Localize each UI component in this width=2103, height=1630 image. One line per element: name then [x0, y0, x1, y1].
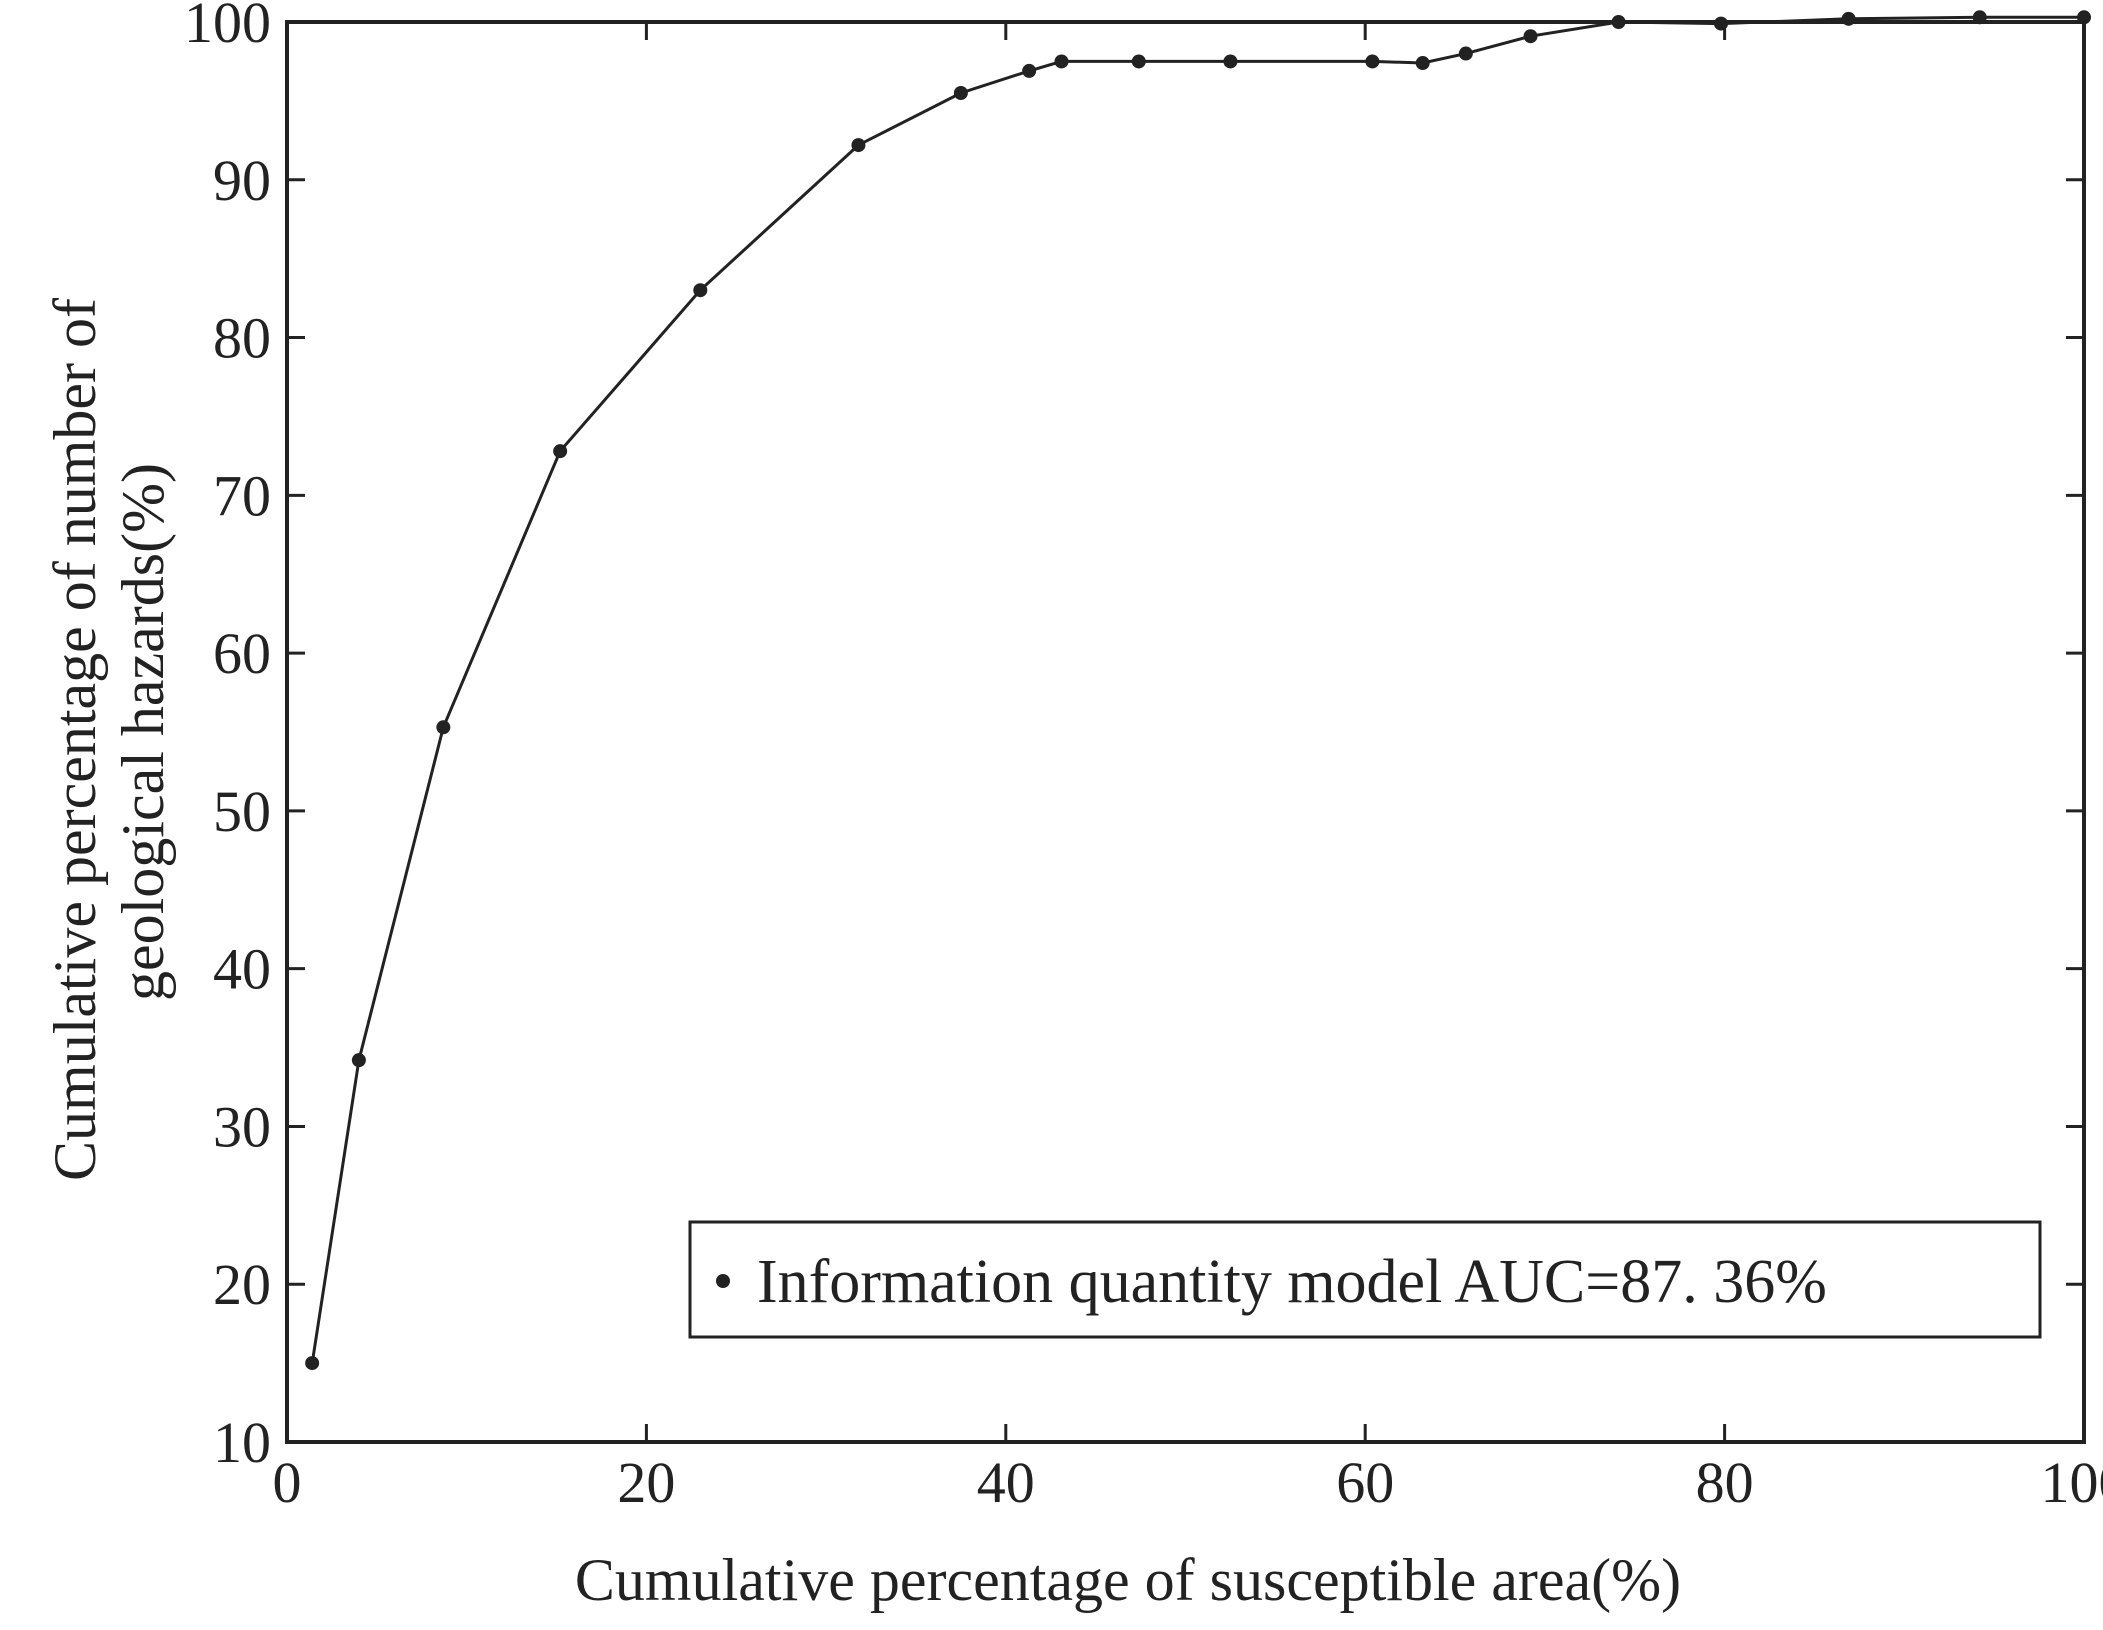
data-point-0-12	[1415, 56, 1430, 71]
x-tick-label-40: 40	[977, 1450, 1035, 1515]
data-point-0-3	[553, 444, 568, 459]
legend-box	[688, 1220, 2042, 1339]
data-point-0-11	[1365, 54, 1380, 69]
x-tick-label-20: 20	[617, 1450, 675, 1515]
y-tick-label-90: 90	[213, 148, 271, 213]
y-tick-label-60: 60	[213, 621, 271, 686]
data-point-0-18	[1972, 10, 1987, 25]
data-point-0-0	[305, 1356, 320, 1371]
data-point-0-4	[693, 283, 708, 298]
x-tick-label-60: 60	[1336, 1450, 1394, 1515]
legend: Information quantity model AUC=87. 36%	[688, 1220, 2042, 1339]
y-tick-label-70: 70	[213, 463, 271, 528]
data-point-0-10	[1223, 54, 1238, 69]
x-axis: 0 20 40 60 80 100	[273, 22, 2103, 1515]
y-tick-label-40: 40	[213, 937, 271, 1002]
data-point-0-16	[1714, 16, 1729, 31]
data-point-0-15	[1611, 15, 1626, 29]
data-point-0-2	[436, 720, 451, 735]
data-point-0-13	[1458, 46, 1473, 61]
series-layer	[305, 10, 2091, 1371]
data-point-0-9	[1131, 54, 1146, 69]
data-point-0-14	[1523, 29, 1538, 44]
y-axis-title-line-2: geological hazards(%)	[110, 463, 176, 1001]
x-tick-label-80: 80	[1696, 1450, 1754, 1515]
y-tick-label-50: 50	[213, 779, 271, 844]
x-tick-label-0: 0	[273, 1450, 302, 1515]
y-axis-title-line-1: Cumulative percentage of number of	[42, 298, 108, 1181]
series-line-0	[310, 15, 2084, 1364]
data-point-0-17	[1841, 11, 1856, 26]
y-tick-label-100: 100	[184, 0, 271, 55]
y-axis: 10 20 30 40 50 60 70 80 90 100	[184, 0, 2084, 1475]
y-tick-label-20: 20	[213, 1252, 271, 1317]
y-tick-label-30: 30	[213, 1094, 271, 1159]
data-point-0-8	[1054, 54, 1069, 69]
y-axis-title: Cumulative percentage of number of geolo…	[42, 283, 176, 1181]
data-point-0-7	[1022, 63, 1037, 78]
x-axis-title: Cumulative percentage of susceptible are…	[575, 1547, 1681, 1613]
data-point-0-6	[953, 86, 968, 100]
data-point-0-19	[2077, 10, 2091, 25]
y-tick-label-10: 10	[213, 1410, 271, 1475]
data-point-0-5	[851, 138, 866, 153]
data-point-0-1	[351, 1053, 366, 1068]
legend-marker	[716, 1274, 730, 1288]
legend-label: Information quantity model AUC=87. 36%	[757, 1248, 1827, 1316]
x-tick-label-100: 100	[2041, 1450, 2103, 1515]
plot-frame	[285, 20, 2086, 1444]
y-tick-label-80: 80	[213, 306, 271, 371]
